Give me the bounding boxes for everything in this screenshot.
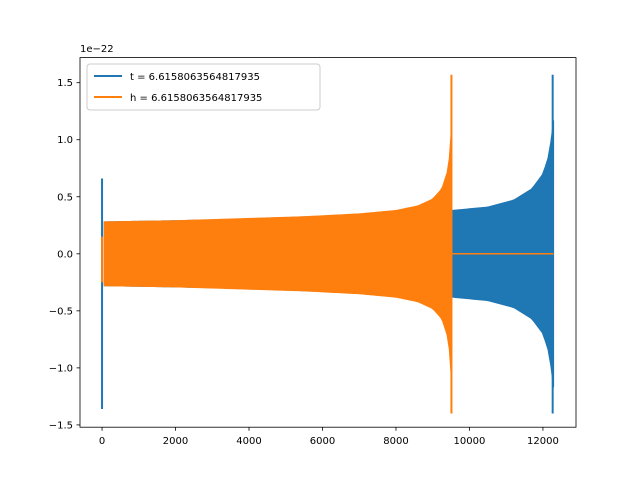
legend-label-h: h = 6.6158063564817935 [130, 93, 262, 104]
y-tick-label: 1.0 [57, 135, 73, 146]
y-tick-label: −0.5 [49, 306, 73, 317]
legend-label-t: t = 6.6158063564817935 [130, 72, 260, 83]
x-tick-label: 0 [99, 436, 105, 447]
y-tick-label: 0.0 [57, 249, 73, 260]
x-axis: 0 2000 4000 6000 8000 10000 12000 [99, 427, 559, 447]
x-tick-label: 2000 [163, 436, 188, 447]
x-tick-label: 12000 [527, 436, 559, 447]
y-tick-label: 0.5 [57, 192, 73, 203]
y-axis: −1.5 −1.0 −0.5 0.0 0.5 1.0 1.5 [49, 78, 80, 431]
y-scale-label: 1e−22 [80, 44, 114, 55]
y-tick-label: −1.0 [49, 363, 73, 374]
legend: t = 6.6158063564817935 h = 6.61580635648… [86, 63, 321, 111]
y-tick-label: −1.5 [49, 420, 73, 431]
x-tick-label: 4000 [236, 436, 261, 447]
x-tick-label: 10000 [454, 436, 486, 447]
series-layer [101, 74, 555, 414]
legend-box [86, 63, 321, 111]
x-tick-label: 6000 [310, 436, 335, 447]
y-tick-label: 1.5 [57, 78, 73, 89]
x-tick-label: 8000 [383, 436, 408, 447]
plot-frame [79, 57, 577, 428]
series-1 [101, 74, 554, 414]
